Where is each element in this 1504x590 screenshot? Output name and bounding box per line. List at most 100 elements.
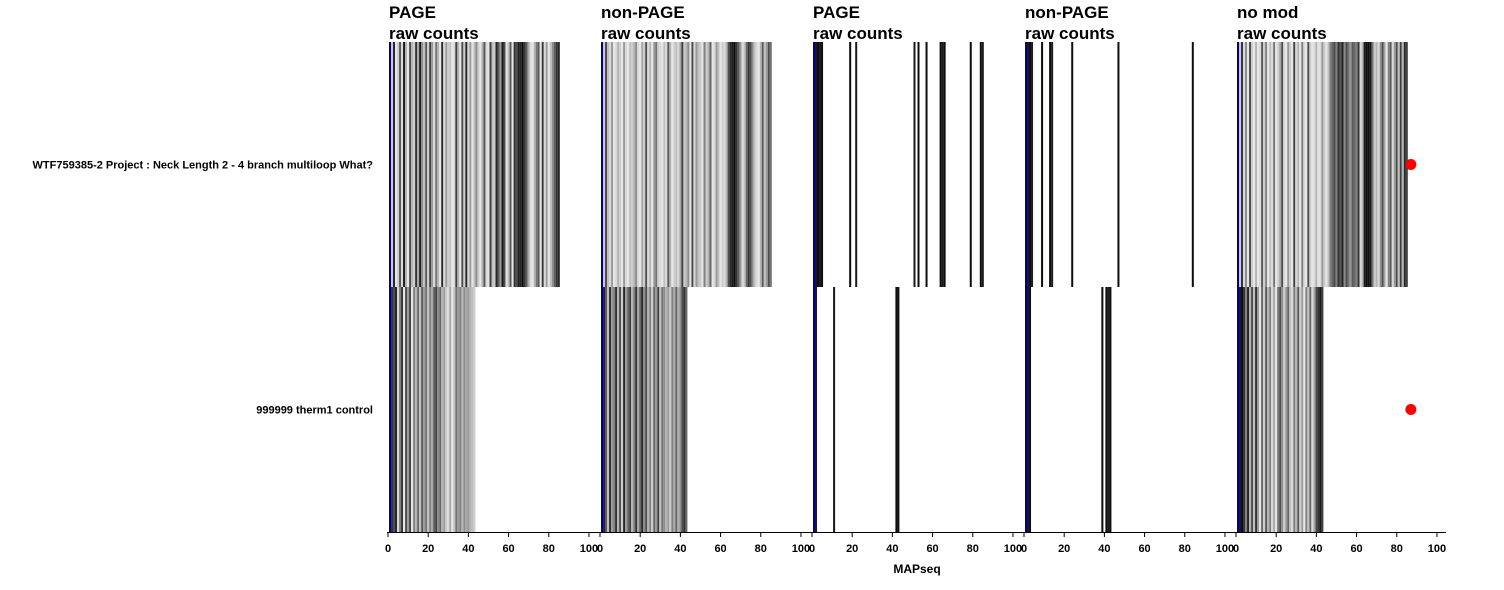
heatmap-cell — [763, 42, 766, 287]
heatmap-cell — [679, 42, 682, 287]
heatmap-cell — [509, 42, 512, 287]
heatmap-cell — [1289, 287, 1292, 532]
heatmap-cell — [443, 287, 446, 532]
red-marker — [1405, 404, 1417, 415]
heatmap-cell — [719, 42, 722, 287]
panel-title: raw counts — [1237, 24, 1327, 43]
x-tick-label: 100 — [1428, 543, 1446, 555]
heatmap-cell — [677, 287, 680, 532]
heatmap-cell — [1369, 42, 1372, 287]
heatmap-cell — [487, 42, 490, 287]
heatmap-cell — [637, 287, 640, 532]
heatmap-cell — [483, 42, 486, 287]
x-axis-label: MAPseq — [893, 562, 940, 576]
heatmap-cell — [533, 42, 536, 287]
heatmap-cell — [549, 42, 552, 287]
heatmap-cell — [1071, 42, 1074, 287]
heatmap-cell — [1325, 42, 1328, 287]
x-tick-label: 40 — [674, 543, 686, 555]
heatmap-cell — [1249, 42, 1252, 287]
heatmap-cell — [609, 42, 612, 287]
heatmap-cell — [699, 42, 702, 287]
heatmap-cell — [617, 287, 620, 532]
heatmap-cell — [439, 42, 442, 287]
heatmap-cell — [389, 287, 392, 532]
heatmap-cell — [1355, 42, 1358, 287]
heatmap-cell — [1391, 42, 1394, 287]
heatmap-cell — [717, 42, 720, 287]
heatmap-cell — [501, 42, 504, 287]
heatmap-cell — [493, 42, 496, 287]
heatmap-cell — [855, 42, 858, 287]
heatmap-cell — [1239, 42, 1242, 287]
heatmap-cell — [1353, 42, 1356, 287]
heatmap-cell — [667, 42, 670, 287]
heatmap-cell — [1403, 42, 1406, 287]
heatmap-cell — [1251, 42, 1254, 287]
heatmap-cell — [757, 42, 760, 287]
heatmap-cell — [541, 42, 544, 287]
heatmap-cell — [1377, 42, 1380, 287]
heatmap-cell — [659, 42, 662, 287]
heatmap-cell — [431, 287, 434, 532]
heatmap-cell — [635, 42, 638, 287]
heatmap-cell — [711, 42, 714, 287]
x-tick-label: 0 — [1233, 543, 1239, 555]
heatmap-cell — [1291, 42, 1294, 287]
heatmap-cell — [619, 287, 622, 532]
heatmap-cell — [691, 42, 694, 287]
heatmap-cell — [721, 42, 724, 287]
heatmap-cell — [411, 42, 414, 287]
heatmap-cell — [1247, 287, 1250, 532]
heatmap-cell — [1333, 42, 1336, 287]
heatmap-cell — [417, 287, 420, 532]
heatmap-cell — [657, 42, 660, 287]
heatmap-cell — [651, 287, 654, 532]
heatmap-cell — [415, 287, 418, 532]
heatmap-cell — [1259, 42, 1262, 287]
x-tick-label: 20 — [846, 543, 858, 555]
x-tick-label: 40 — [886, 543, 898, 555]
panel-title: non-PAGE — [1025, 3, 1109, 22]
heatmap-cell — [1245, 42, 1248, 287]
heatmap-cell — [1265, 42, 1268, 287]
x-tick-label: 100 — [1004, 543, 1022, 555]
heatmap-cell — [925, 42, 928, 287]
heatmap-cell — [413, 287, 416, 532]
x-tick-label: 80 — [755, 543, 767, 555]
heatmap-cell — [473, 287, 476, 532]
heatmap-cell — [551, 42, 554, 287]
heatmap-cell — [465, 42, 468, 287]
heatmap-cell — [1277, 287, 1280, 532]
heatmap-cell — [451, 287, 454, 532]
heatmap-cell — [1257, 287, 1260, 532]
heatmap-cell — [1261, 287, 1264, 532]
heatmap-cell — [1255, 42, 1258, 287]
x-tick-label: 20 — [422, 543, 434, 555]
x-tick-label: 80 — [1391, 543, 1403, 555]
heatmap-cell — [1267, 42, 1270, 287]
heatmap-cell — [651, 42, 654, 287]
heatmap-cell — [1299, 287, 1302, 532]
x-tick-label: 0 — [597, 543, 603, 555]
heatmap-cell — [745, 42, 748, 287]
heatmap-cell — [431, 42, 434, 287]
heatmap-cell — [665, 42, 668, 287]
heatmap-cell — [639, 42, 642, 287]
heatmap-cell — [1397, 42, 1400, 287]
heatmap-cell — [625, 287, 628, 532]
heatmap-cell — [737, 42, 740, 287]
heatmap-cell — [407, 287, 410, 532]
heatmap-cell — [1281, 42, 1284, 287]
heatmap-cell — [1241, 287, 1244, 532]
heatmap-cell — [1287, 287, 1290, 532]
heatmap-cell — [623, 42, 626, 287]
heatmap-cell — [1345, 42, 1348, 287]
heatmap-cell — [1281, 287, 1284, 532]
heatmap-cell — [603, 287, 606, 532]
row-label: 999999 therm1 control — [256, 405, 373, 417]
heatmap-cell — [1317, 42, 1320, 287]
x-tick-label: 20 — [1058, 543, 1070, 555]
heatmap-cell — [469, 42, 472, 287]
heatmap-cell — [505, 42, 508, 287]
